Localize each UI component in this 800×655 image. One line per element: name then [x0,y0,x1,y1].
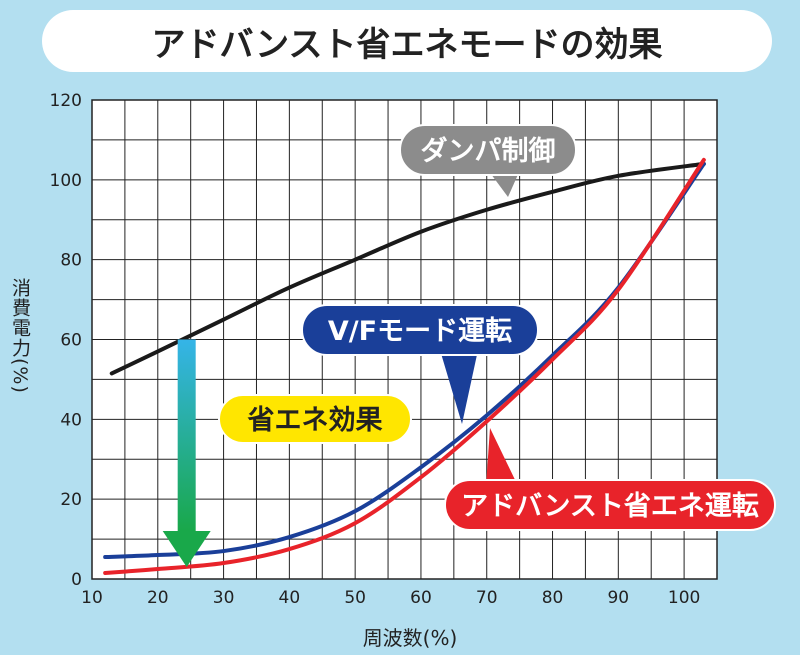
chart-title: アドバンスト省エネモードの効果 [42,10,772,72]
label-vf: V/Fモード運転 [301,304,539,424]
savings-arrow [162,339,211,568]
y-tick-label: 120 [50,91,82,111]
x-tick-label: 80 [542,588,564,608]
label-effect: 省エネ効果 [218,394,412,444]
x-axis-label: 周波数(%) [362,626,458,650]
x-tick-label: 70 [476,588,498,608]
svg-text:V/Fモード運転: V/Fモード運転 [328,316,512,347]
svg-text:省エネ効果: 省エネ効果 [248,404,383,436]
x-tick-label: 40 [279,588,301,608]
y-axis-label: 消費電力(%) [9,278,31,394]
y-tick-label: 0 [71,570,82,590]
x-tick-label: 20 [147,588,169,608]
arrow-head [162,531,211,568]
x-tick-label: 30 [213,588,235,608]
y-tick-label: 20 [60,490,82,510]
svg-text:ダンパ制御: ダンパ制御 [421,135,556,167]
x-tick-label: 50 [344,588,366,608]
x-tick-label: 90 [607,588,629,608]
series-advanced-line [103,157,706,576]
series-dampa-line [109,161,706,376]
y-tick-label: 40 [60,410,82,430]
x-tick-label: 60 [410,588,432,608]
plot-frame [91,99,718,580]
x-tick-label: 10 [81,588,103,608]
label-advanced: アドバンスト省エネ運転 [444,428,776,531]
series-lines [103,157,706,576]
x-tick-label: 100 [668,588,700,608]
svg-text:アドバンスト省エネ運転: アドバンスト省エネ運転 [461,491,759,522]
label-dampa: ダンパ制御 [399,124,577,197]
y-tick-label: 80 [60,251,82,271]
y-tick-label: 60 [60,331,82,351]
ticks: 10 20 30 40 50 60 70 80 90 100 0 20 40 60 80 100 120 [50,91,701,608]
arrow-shaft [177,339,196,532]
y-tick-label: 100 [50,171,82,191]
